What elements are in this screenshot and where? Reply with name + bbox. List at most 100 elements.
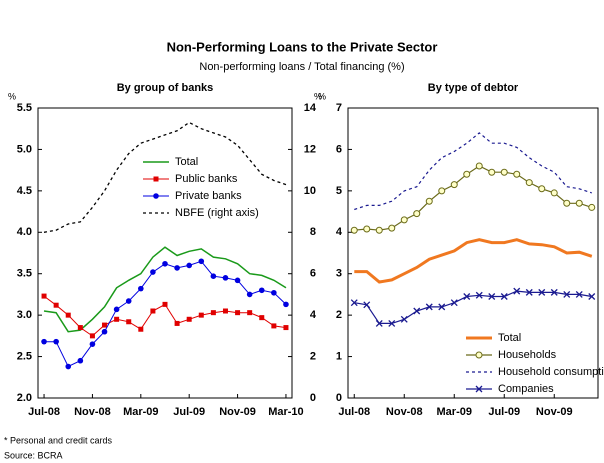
- marker: [271, 323, 277, 329]
- y-tick-label: 0: [336, 392, 342, 404]
- marker: [247, 310, 253, 316]
- marker: [138, 285, 144, 292]
- marker: [235, 310, 241, 316]
- marker: [271, 289, 277, 296]
- chart-subtitle: Non-performing loans / Total financing (…: [199, 61, 404, 73]
- marker: [126, 319, 132, 325]
- marker: [89, 333, 95, 339]
- marker: [538, 288, 546, 296]
- x-tick-label: Mar-10: [268, 406, 303, 418]
- y-tick-label: 3: [336, 268, 342, 280]
- legend-label: Total: [498, 332, 521, 344]
- marker: [513, 287, 521, 295]
- x-tick-label: Nov-08: [386, 406, 423, 418]
- marker: [413, 210, 421, 218]
- marker: [186, 316, 192, 322]
- marker: [413, 307, 421, 315]
- marker: [162, 260, 168, 267]
- y2-tick-label: 6: [310, 268, 316, 280]
- marker: [162, 301, 168, 307]
- y-axis-label: %: [8, 91, 16, 101]
- y2-axis-label: %: [314, 91, 322, 101]
- series-line: [354, 165, 592, 231]
- marker: [150, 269, 156, 275]
- legend-label: Private banks: [175, 190, 242, 202]
- y2-tick-label: 12: [304, 143, 316, 155]
- y2-tick-label: 4: [310, 309, 317, 321]
- marker: [89, 341, 96, 347]
- marker: [350, 226, 358, 234]
- marker: [588, 293, 596, 300]
- marker: [563, 290, 571, 298]
- y-tick-label: 5.0: [17, 143, 32, 155]
- marker: [525, 288, 533, 296]
- marker: [500, 168, 508, 176]
- x-tick-label: Jul-09: [173, 406, 205, 418]
- marker: [425, 197, 433, 205]
- marker: [538, 185, 546, 193]
- marker: [400, 315, 408, 323]
- series-line: [43, 246, 287, 333]
- marker: [363, 301, 371, 309]
- y2-tick-label: 2: [310, 350, 316, 362]
- marker: [375, 226, 383, 234]
- marker: [113, 306, 120, 313]
- marker: [198, 312, 204, 318]
- x-tick-label: Nov-09: [219, 406, 256, 418]
- marker: [77, 357, 84, 364]
- y2-tick-label: 8: [310, 226, 316, 238]
- marker: [222, 275, 229, 281]
- marker: [438, 187, 446, 195]
- y-tick-label: 2: [336, 309, 342, 321]
- legend-marker: [153, 176, 159, 182]
- marker: [438, 303, 446, 311]
- marker: [488, 293, 496, 300]
- marker: [500, 293, 508, 300]
- marker: [550, 288, 558, 296]
- y-tick-label: 3.5: [17, 268, 32, 280]
- marker: [375, 319, 383, 327]
- y2-tick-label: 14: [304, 102, 317, 114]
- marker: [475, 162, 483, 170]
- panel-title: By group of banks: [117, 82, 214, 94]
- source: Source: BCRA: [4, 450, 63, 460]
- y-tick-label: 6: [336, 143, 342, 155]
- legend-label: Households: [498, 349, 557, 361]
- marker: [102, 322, 108, 328]
- x-tick-label: Nov-09: [536, 406, 573, 418]
- marker: [259, 315, 265, 321]
- y2-tick-label: 10: [304, 185, 316, 197]
- marker: [53, 338, 59, 345]
- y2-tick-label: 0: [310, 392, 316, 404]
- y-tick-label: 4.0: [17, 226, 32, 238]
- marker: [388, 319, 396, 327]
- series-line: [354, 132, 592, 211]
- marker: [65, 363, 72, 370]
- marker: [222, 308, 228, 314]
- legend-label: NBFE (right axis): [175, 207, 259, 219]
- marker: [400, 216, 408, 224]
- marker: [234, 277, 241, 284]
- x-tick-label: Nov-08: [74, 406, 111, 418]
- x-tick-label: Jul-09: [488, 406, 520, 418]
- marker: [210, 273, 217, 280]
- marker: [475, 291, 483, 299]
- chart-title: Non-Performing Loans to the Private Sect…: [167, 39, 438, 54]
- plot-frame: [37, 107, 293, 399]
- marker: [150, 308, 156, 314]
- marker: [450, 299, 458, 307]
- marker: [41, 293, 47, 299]
- y-tick-label: 3.0: [17, 309, 32, 321]
- y-tick-label: 7: [336, 102, 342, 114]
- marker: [550, 189, 558, 197]
- marker: [65, 312, 71, 318]
- marker: [210, 310, 216, 316]
- x-tick-label: Jul-08: [28, 406, 60, 418]
- marker: [388, 224, 396, 232]
- marker: [463, 170, 471, 178]
- x-tick-label: Mar-09: [437, 406, 472, 418]
- marker: [174, 265, 180, 271]
- legend-label: Household consumption*: [498, 366, 604, 378]
- marker: [114, 316, 120, 322]
- legend-marker: [153, 193, 159, 199]
